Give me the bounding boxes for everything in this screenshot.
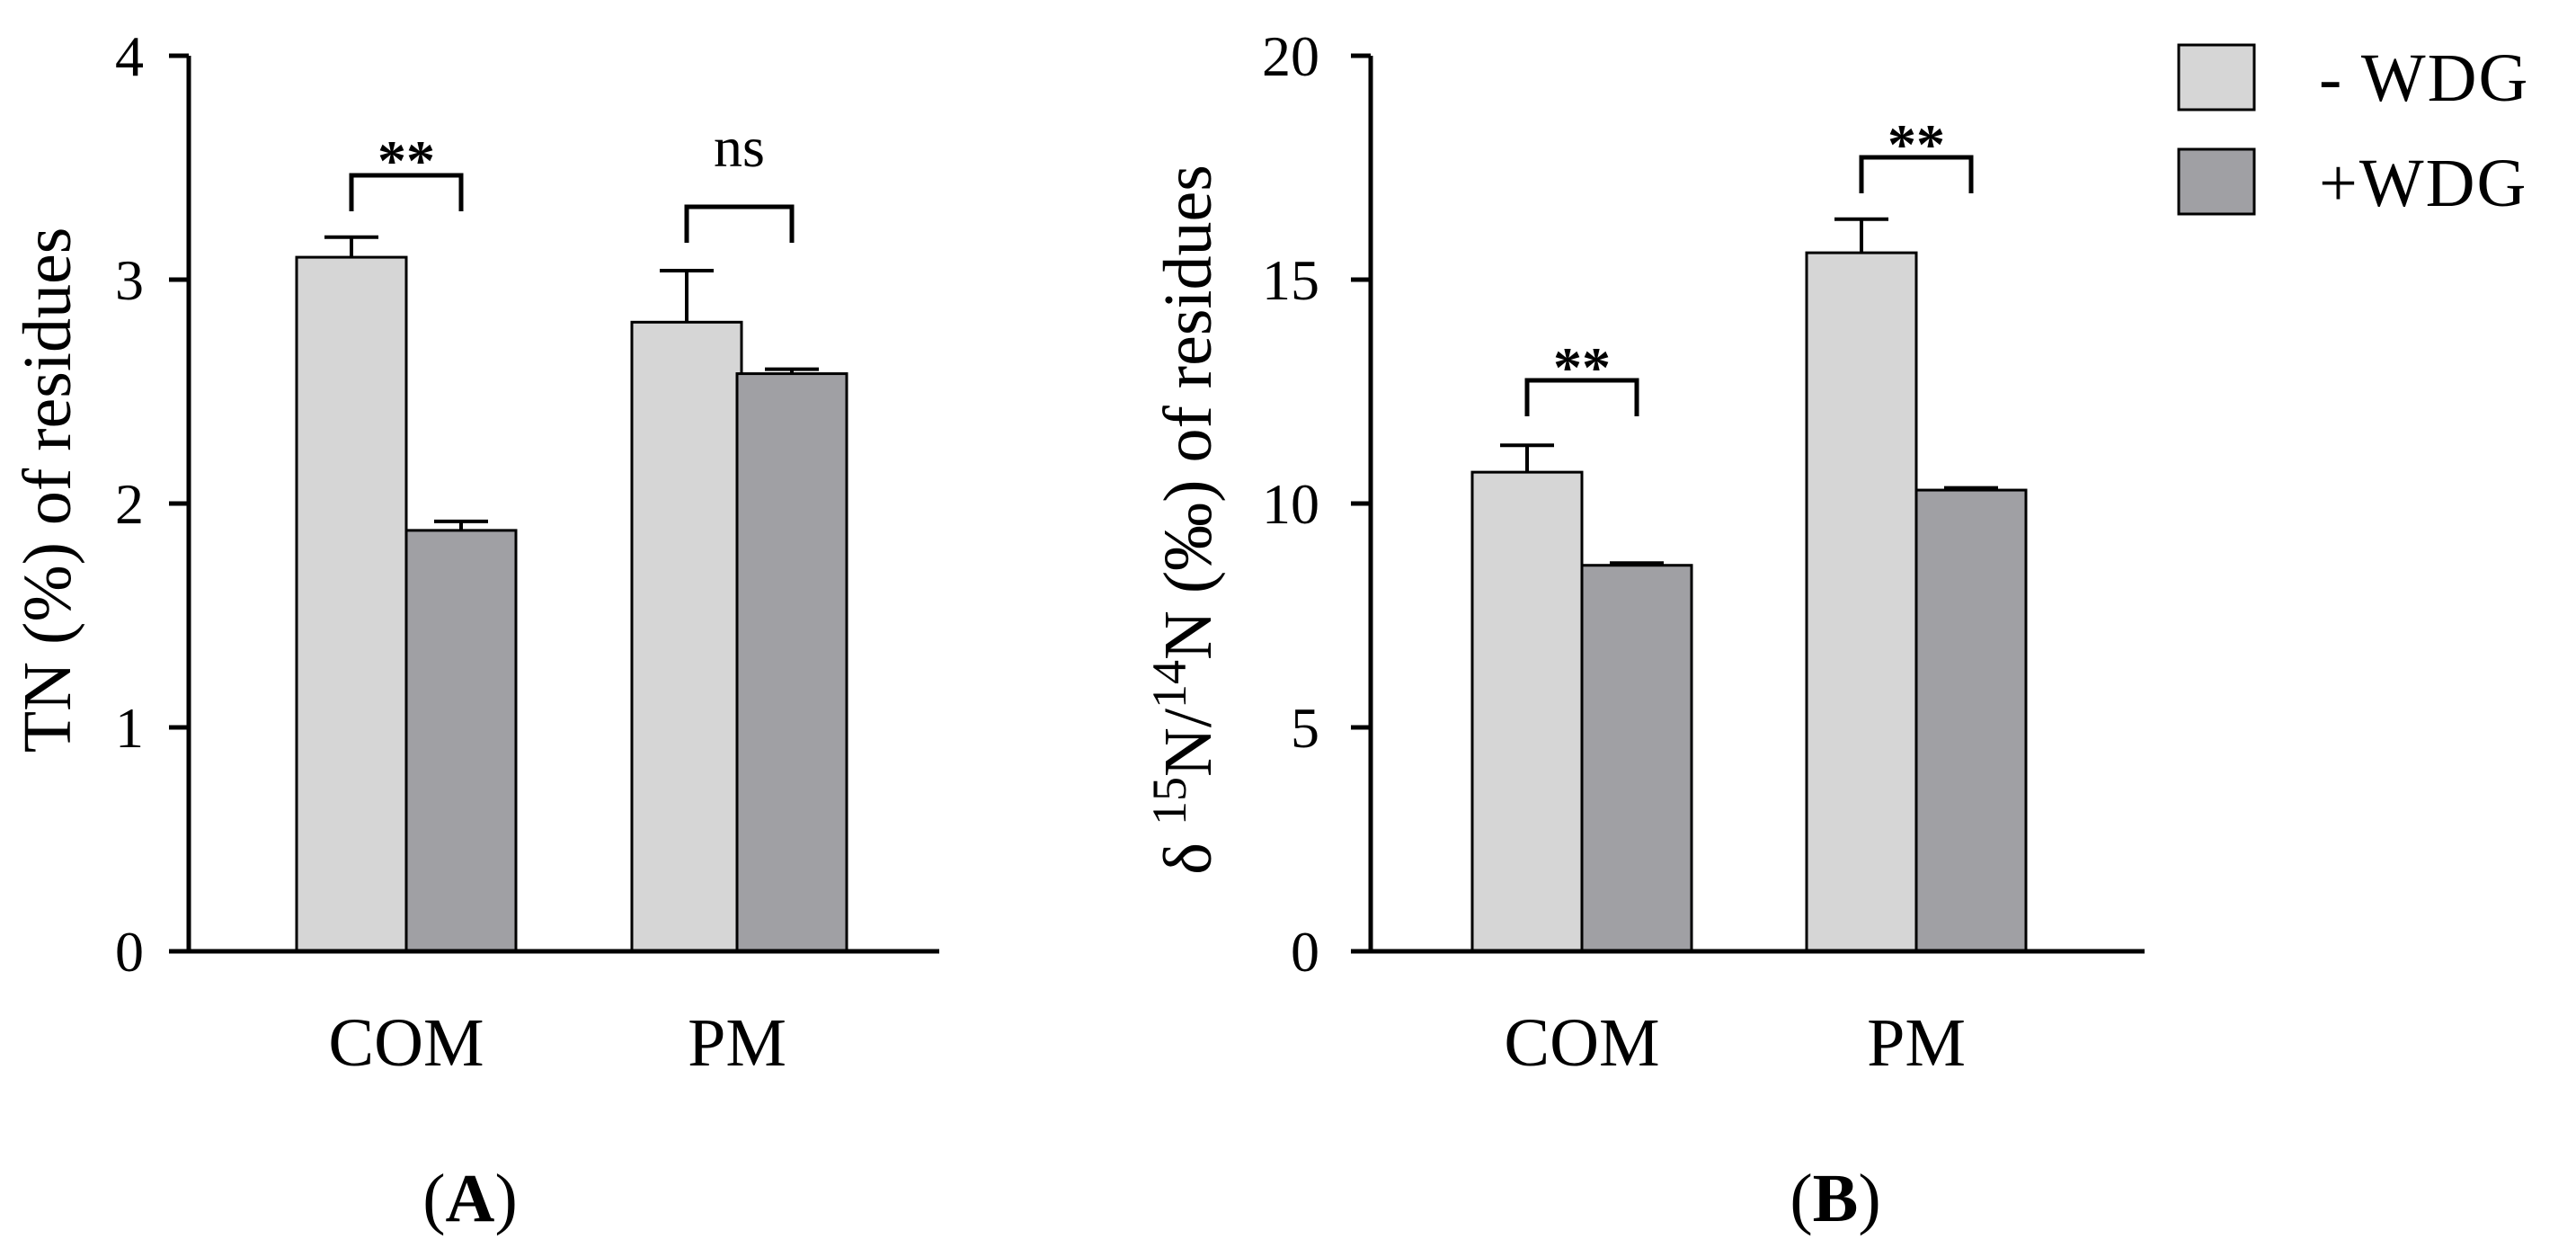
y-tick-label-3: 3 (115, 248, 144, 312)
panel-b-caption-close: ) (1858, 1161, 1880, 1236)
x-tick-label-pm: PM (1867, 1005, 1966, 1081)
panel-b-caption-letter: B (1813, 1161, 1859, 1236)
bar-com-minus-wdg (1470, 470, 1584, 953)
significance-bracket-com (349, 173, 464, 211)
bar-com-plus-wdg (1580, 564, 1693, 953)
legend-label-minus-wdg: - WDG (2319, 40, 2529, 116)
y-tick-label-15: 15 (1262, 248, 1319, 312)
x-tick-label-pm: PM (688, 1005, 786, 1081)
bar-pm-minus-wdg (1805, 251, 1918, 953)
bar-pm-plus-wdg (735, 372, 848, 953)
panel-a-y-ticks: 0 1 2 3 4 (115, 24, 189, 984)
panel-b-y-label-delta: δ (1150, 825, 1226, 875)
panel-a-bars (295, 255, 848, 953)
bar-pm-minus-wdg (630, 320, 743, 953)
panel-b-y-label-sup-15: 15 (1142, 777, 1196, 825)
x-tick-label-com: COM (328, 1005, 484, 1081)
panel-b-y-ticks: 0 5 10 15 20 (1262, 24, 1371, 984)
y-tick-label-10: 10 (1262, 472, 1319, 536)
y-tick-label-20: 20 (1262, 24, 1319, 88)
y-tick-label-5: 5 (1291, 696, 1319, 760)
panel-a-caption-close: ) (494, 1161, 517, 1236)
bar-pm-plus-wdg (1914, 488, 2028, 953)
panel-a-error-bars (324, 235, 819, 530)
y-tick-label-2: 2 (115, 472, 144, 536)
panel-b-y-label-rest: N (‰) of residues (1150, 165, 1226, 660)
significance-label-pm: ns (714, 115, 765, 179)
legend-swatch-minus-wdg (2177, 43, 2256, 111)
significance-label-pm: ** (1888, 112, 1945, 176)
x-tick-label-com: COM (1504, 1005, 1659, 1081)
panel-b-significance: ** ** (1524, 112, 1974, 416)
panel-b-x-categories: COM PM (1504, 1005, 1966, 1081)
panel-a-x-categories: COM PM (328, 1005, 786, 1081)
panel-a-y-axis-label: TN (%) of residues (10, 227, 85, 753)
y-tick-label-0: 0 (115, 920, 144, 984)
y-tick-label-1: 1 (115, 696, 144, 760)
panel-a-significance: ** ns (349, 115, 795, 243)
y-tick-label-0: 0 (1291, 920, 1319, 984)
significance-bracket-com (1524, 378, 1639, 416)
bar-com-minus-wdg (295, 255, 408, 953)
significance-label-com: ** (378, 129, 435, 192)
panel-a-caption-open: ( (422, 1161, 445, 1236)
y-tick-label-4: 4 (115, 24, 144, 88)
panel-b-y-label-n1: N/ (1150, 708, 1226, 777)
panel-a-caption: (A) (422, 1161, 518, 1236)
legend-swatch-plus-wdg (2177, 147, 2256, 216)
panel-b-caption-open: ( (1790, 1161, 1812, 1236)
panel-b-error-bars (1500, 217, 1998, 566)
significance-bracket-pm (684, 204, 795, 243)
panel-b-y-axis-label: δ 15N/14N (‰) of residues (1142, 165, 1226, 875)
bar-com-plus-wdg (404, 529, 518, 953)
panel-b-bars (1470, 251, 2028, 953)
significance-label-com: ** (1553, 335, 1611, 399)
significance-bracket-pm (1859, 155, 1974, 193)
panel-b-y-label-sup-14: 14 (1142, 660, 1196, 709)
legend-label-plus-wdg: +WDG (2319, 146, 2527, 221)
panel-b-caption: (B) (1790, 1161, 1880, 1236)
legend: - WDG +WDG (2177, 40, 2529, 221)
panel-a-chart: ** ns 0 1 2 3 4 COM PM TN (%) of residues (10, 24, 939, 1081)
panel-a-caption-letter: A (446, 1161, 495, 1236)
